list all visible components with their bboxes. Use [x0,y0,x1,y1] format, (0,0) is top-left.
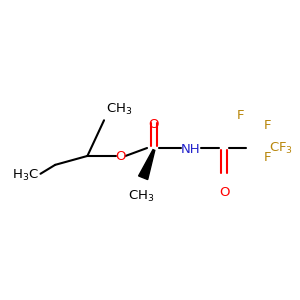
Text: O: O [148,118,159,131]
Text: F: F [263,119,271,132]
Text: O: O [116,150,126,164]
Text: NH: NH [181,142,201,155]
Text: F: F [237,109,244,122]
Text: F: F [263,152,271,164]
Text: CH$_3$: CH$_3$ [128,189,154,204]
Text: O: O [219,186,230,199]
Polygon shape [139,150,155,180]
Text: CF$_3$: CF$_3$ [269,140,293,156]
Text: CH$_3$: CH$_3$ [106,102,132,117]
Text: H$_3$C: H$_3$C [12,168,38,183]
